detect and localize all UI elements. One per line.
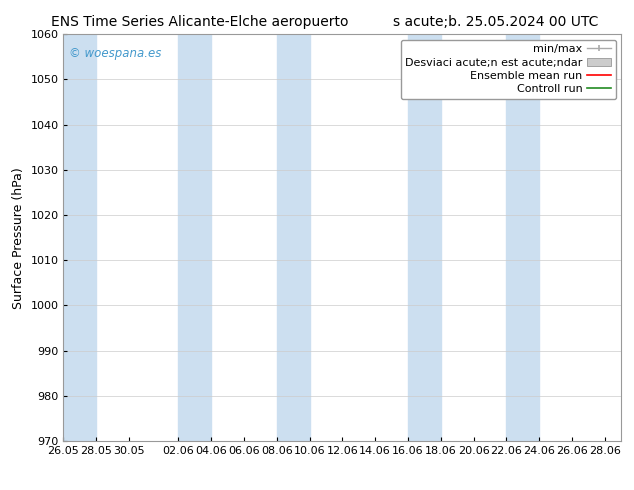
Y-axis label: Surface Pressure (hPa): Surface Pressure (hPa) (12, 167, 25, 309)
Legend: min/max, Desviaci acute;n est acute;ndar, Ensemble mean run, Controll run: min/max, Desviaci acute;n est acute;ndar… (401, 40, 616, 99)
Text: ENS Time Series Alicante-Elche aeropuerto: ENS Time Series Alicante-Elche aeropuert… (51, 15, 348, 29)
Text: © woespana.es: © woespana.es (69, 47, 162, 59)
Text: s acute;b. 25.05.2024 00 UTC: s acute;b. 25.05.2024 00 UTC (393, 15, 598, 29)
Bar (408, 34, 441, 441)
Bar (507, 34, 540, 441)
Bar (276, 34, 309, 441)
Bar (178, 34, 211, 441)
Bar (63, 34, 96, 441)
